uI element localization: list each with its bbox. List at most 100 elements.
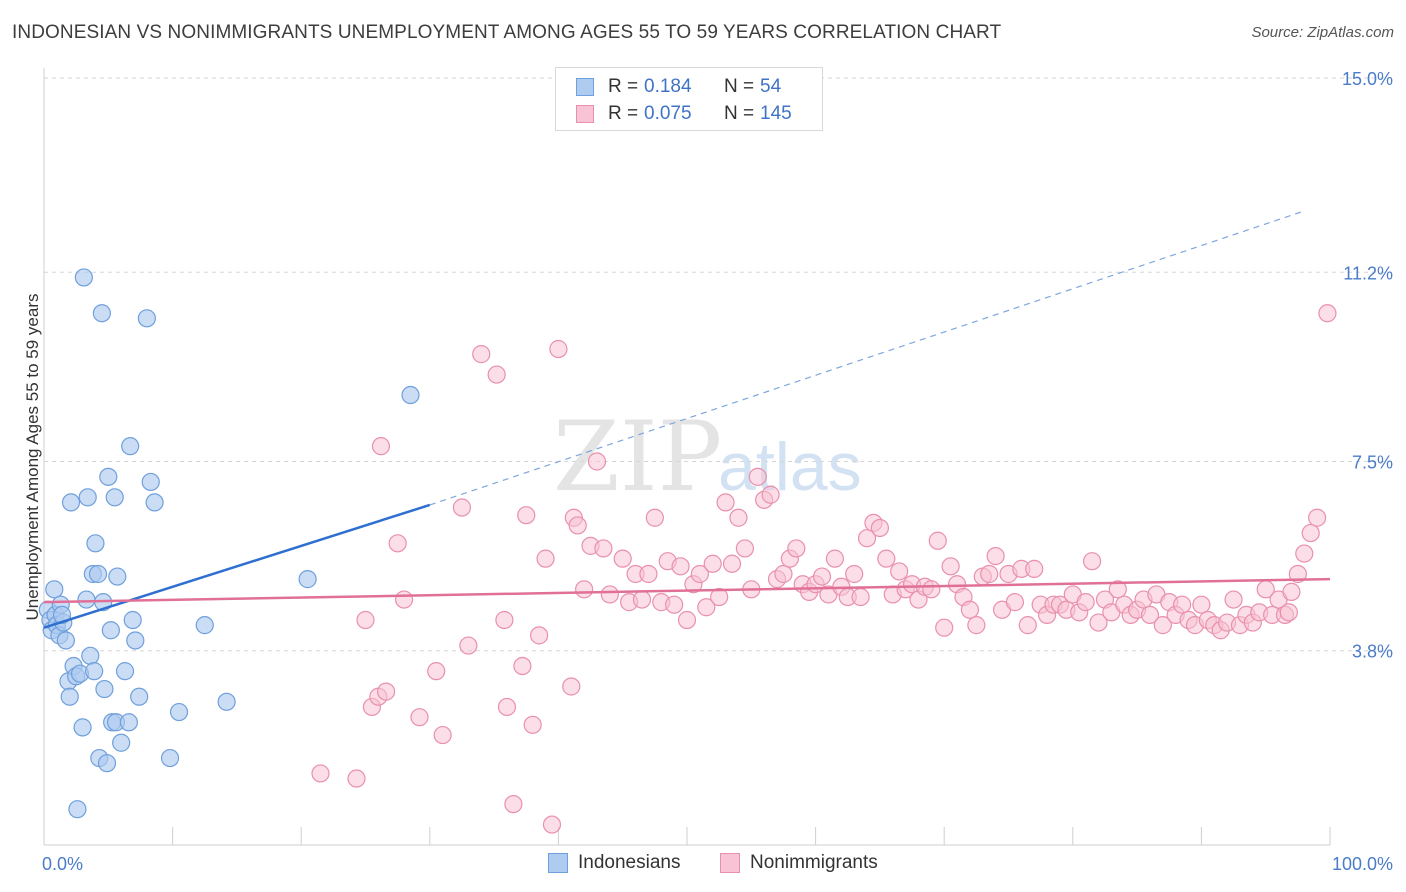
point-indonesians (169, 702, 189, 722)
point-nonimmigrants (677, 610, 697, 630)
point-indonesians (68, 800, 87, 819)
y-axis-label: Unemployment Among Ages 55 to 59 years (23, 294, 42, 621)
point-nonimmigrants (774, 564, 793, 584)
point-nonimmigrants (665, 595, 684, 614)
point-indonesians (141, 472, 160, 492)
point-nonimmigrants (1224, 590, 1243, 609)
trend-lines (43, 210, 1331, 629)
point-nonimmigrants (1173, 595, 1192, 614)
point-nonimmigrants (710, 587, 729, 607)
series-indonesians (38, 268, 420, 819)
point-nonimmigrants (311, 764, 330, 783)
point-indonesians (73, 718, 92, 737)
point-nonimmigrants (729, 508, 748, 527)
point-indonesians (78, 488, 97, 507)
point-nonimmigrants (967, 616, 986, 635)
point-indonesians (298, 570, 317, 589)
point-indonesians (88, 564, 108, 584)
legend-item-indonesians: Indonesians (548, 852, 680, 874)
point-indonesians (217, 692, 236, 711)
point-nonimmigrants (1153, 616, 1172, 635)
point-nonimmigrants (1295, 544, 1314, 563)
series-legend: Indonesians Nonimmigrants (0, 852, 1406, 876)
point-nonimmigrants (890, 562, 909, 581)
point-nonimmigrants (877, 549, 896, 568)
point-indonesians (112, 733, 131, 752)
chart-source: Source: ZipAtlas.com (1251, 24, 1394, 41)
point-indonesians (81, 646, 100, 665)
point-indonesians (130, 687, 149, 706)
legend-row-nonimmigrants: R = 0.075 N = 145 (576, 102, 792, 126)
legend-r-value: 0.075 (644, 103, 692, 124)
legend-n-label: N = (724, 76, 755, 97)
point-nonimmigrants (1308, 508, 1327, 527)
point-indonesians (160, 748, 180, 768)
point-nonimmigrants (433, 725, 452, 745)
point-nonimmigrants (1318, 304, 1337, 323)
point-nonimmigrants (845, 564, 864, 584)
point-nonimmigrants (716, 493, 735, 512)
point-nonimmigrants (986, 546, 1005, 566)
legend-swatch-indonesians (576, 78, 594, 96)
point-nonimmigrants (632, 590, 652, 609)
point-indonesians (92, 304, 111, 323)
point-nonimmigrants (787, 539, 806, 558)
point-nonimmigrants (347, 769, 366, 788)
point-indonesians (101, 621, 120, 640)
x-tick-label: 0.0% (42, 854, 83, 874)
point-nonimmigrants (1018, 616, 1037, 635)
point-nonimmigrants (523, 715, 542, 734)
point-nonimmigrants (761, 485, 780, 504)
point-nonimmigrants (394, 590, 414, 609)
point-nonimmigrants (613, 549, 632, 568)
correlation-legend: R = 0.184 N = 54 R = 0.075 N = 145 (555, 67, 823, 131)
point-indonesians (99, 467, 118, 486)
point-nonimmigrants (542, 815, 562, 834)
point-nonimmigrants (851, 587, 870, 607)
point-nonimmigrants (513, 656, 532, 676)
point-indonesians (95, 679, 114, 699)
trend-line-indonesians (43, 503, 431, 629)
y-tick-label: 15.0% (1342, 69, 1393, 89)
point-nonimmigrants (935, 618, 954, 637)
point-nonimmigrants (960, 600, 980, 619)
point-indonesians (60, 687, 79, 706)
point-nonimmigrants (487, 365, 506, 384)
point-nonimmigrants (410, 708, 429, 727)
point-nonimmigrants (671, 557, 690, 576)
point-nonimmigrants (1192, 595, 1211, 614)
point-indonesians (126, 631, 145, 650)
y-tick-labels: 3.8% 7.5% 11.2% 15.0% (1342, 69, 1393, 662)
point-nonimmigrants (472, 345, 491, 364)
point-nonimmigrants (980, 564, 999, 584)
legend-row-indonesians: R = 0.184 N = 54 (576, 75, 781, 99)
point-nonimmigrants (536, 549, 555, 568)
point-nonimmigrants (371, 437, 391, 456)
point-nonimmigrants (452, 498, 472, 517)
point-nonimmigrants (1005, 593, 1025, 612)
point-indonesians (56, 631, 75, 650)
point-nonimmigrants (356, 610, 375, 630)
series-nonimmigrants (311, 304, 1337, 834)
axes (43, 68, 1331, 846)
point-nonimmigrants (922, 580, 941, 599)
point-indonesians (77, 590, 96, 609)
point-nonimmigrants (459, 636, 478, 655)
point-nonimmigrants (594, 539, 613, 558)
point-nonimmigrants (495, 610, 514, 630)
point-nonimmigrants (703, 554, 722, 573)
point-nonimmigrants (1288, 564, 1307, 584)
point-indonesians (401, 385, 420, 405)
point-indonesians (97, 754, 117, 773)
legend-label-indonesians: Indonesians (578, 852, 681, 873)
point-indonesians (121, 437, 140, 456)
y-tick-label: 7.5% (1352, 453, 1393, 473)
point-nonimmigrants (517, 506, 536, 525)
point-nonimmigrants (690, 564, 709, 584)
point-nonimmigrants (568, 516, 587, 535)
point-nonimmigrants (812, 567, 832, 586)
point-nonimmigrants (600, 585, 619, 604)
point-nonimmigrants (1282, 582, 1301, 601)
point-nonimmigrants (941, 557, 960, 576)
watermark-atlas: atlas (718, 429, 862, 505)
